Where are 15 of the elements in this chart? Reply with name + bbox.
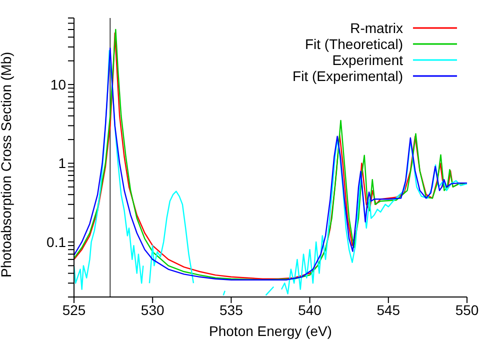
x-axis-title: Photon Energy (eV) [209,323,332,339]
y-tick-label: 1 [58,155,66,172]
legend-label: Experiment [332,52,403,68]
x-tick-label: 525 [62,302,86,318]
x-tick-label: 550 [455,302,479,318]
x-tick-label: 540 [298,302,322,318]
y-axis-title: Photoabsorption Cross Section (Mb) [0,52,14,278]
legend-label: R-matrix [350,20,403,36]
y-tick-label: 0.1 [46,234,66,250]
legend-label: Fit (Theoretical) [304,36,403,52]
y-tick-label: 10 [50,76,66,92]
legend-label: Fit (Experimental) [292,68,403,84]
x-tick-label: 535 [220,302,244,318]
x-tick-label: 530 [140,302,164,318]
x-tick-label: 545 [376,302,400,318]
